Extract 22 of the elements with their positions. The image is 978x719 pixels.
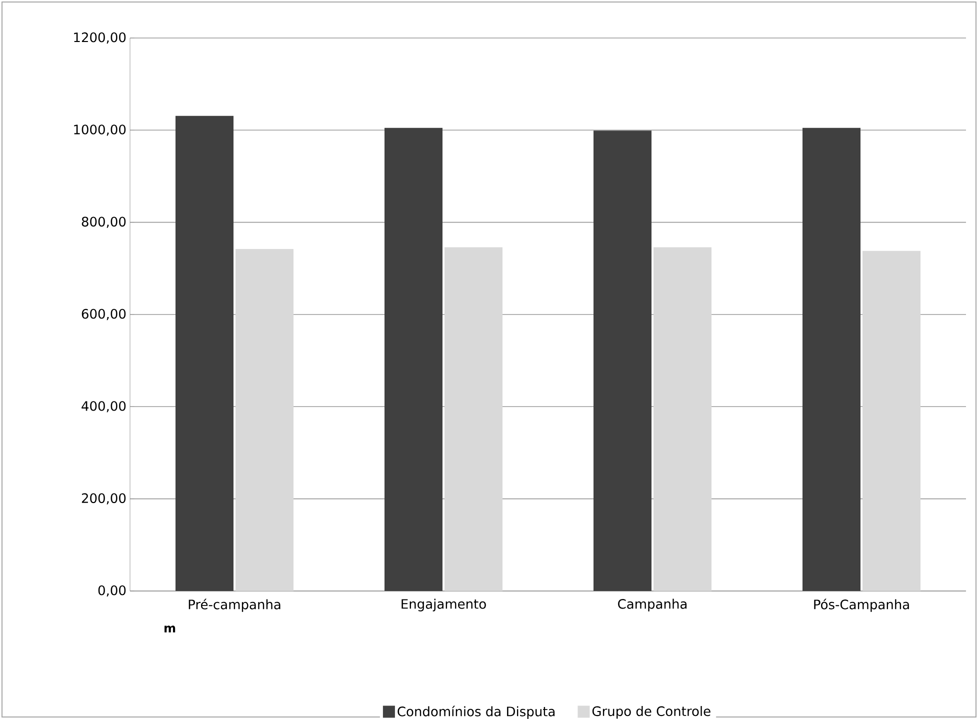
x-tick-label: Engajamento [402, 598, 486, 612]
bar [594, 130, 652, 591]
y-tick-label: 0,00 [98, 585, 126, 597]
x-tick-label: Campanha [618, 598, 687, 612]
bar [384, 128, 443, 591]
bar [444, 247, 503, 591]
legend-label: Grupo de Controle [592, 706, 710, 719]
legend-label: Condomínios da Disputa [398, 706, 555, 719]
y-tick-label: 800,00 [82, 216, 126, 228]
y-tick-label: 1000,00 [74, 124, 126, 136]
x-tick-label: Pré-campanha [188, 598, 280, 612]
bar [802, 128, 860, 591]
x-tick-label: Pós-Campanha [814, 598, 909, 612]
text: m [164, 626, 176, 632]
bar [176, 116, 234, 591]
y-tick-label: 600,00 [82, 308, 126, 320]
bar [236, 249, 294, 591]
bar [654, 247, 712, 591]
y-tick-label: 400,00 [82, 401, 126, 412]
y-tick-label: 200,00 [82, 493, 126, 504]
y-tick-label: 1200,00 [74, 32, 126, 44]
bar [862, 250, 920, 591]
